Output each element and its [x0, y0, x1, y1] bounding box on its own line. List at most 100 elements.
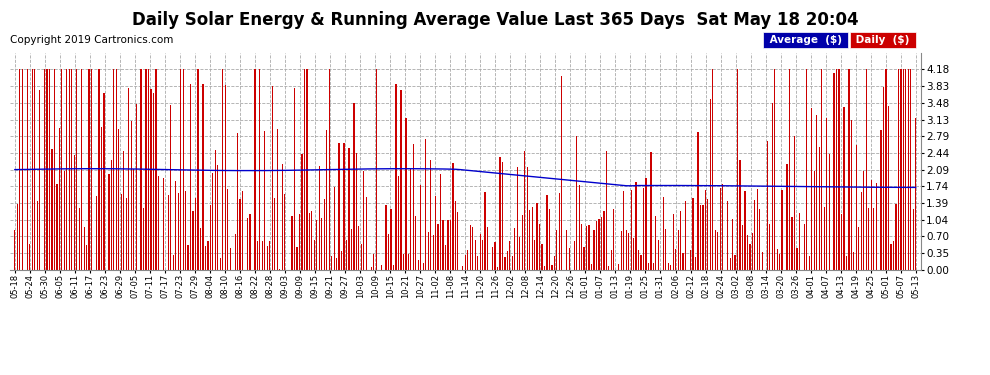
Bar: [141, 69, 142, 270]
Bar: [445, 245, 446, 270]
Bar: [581, 224, 582, 270]
Bar: [22, 69, 23, 270]
Bar: [162, 178, 164, 270]
Bar: [603, 211, 605, 270]
Bar: [385, 205, 387, 270]
Bar: [742, 225, 743, 270]
Bar: [819, 147, 820, 270]
Bar: [27, 69, 28, 270]
Bar: [388, 234, 389, 270]
Bar: [631, 190, 632, 270]
Bar: [650, 153, 651, 270]
Bar: [355, 153, 357, 270]
Bar: [655, 216, 656, 270]
Bar: [695, 256, 696, 270]
Bar: [360, 244, 362, 270]
Bar: [152, 93, 154, 270]
Bar: [756, 189, 758, 270]
Bar: [502, 162, 503, 270]
Bar: [893, 241, 894, 270]
Bar: [898, 69, 899, 270]
Bar: [420, 184, 422, 270]
Bar: [759, 209, 760, 270]
Bar: [393, 265, 394, 270]
Bar: [276, 129, 278, 270]
Bar: [677, 230, 679, 270]
Bar: [157, 176, 159, 270]
Bar: [586, 226, 587, 270]
Bar: [814, 171, 815, 270]
Bar: [334, 187, 335, 270]
Bar: [913, 209, 914, 270]
Bar: [811, 108, 813, 270]
Bar: [66, 69, 67, 270]
Bar: [509, 241, 511, 270]
Bar: [281, 164, 283, 270]
Bar: [454, 201, 456, 270]
Bar: [578, 185, 580, 270]
Bar: [19, 69, 21, 270]
Bar: [56, 184, 57, 270]
Bar: [542, 244, 543, 270]
Bar: [83, 227, 85, 270]
Bar: [215, 150, 216, 270]
Bar: [195, 198, 196, 270]
Bar: [576, 136, 577, 270]
Bar: [769, 224, 770, 270]
Bar: [63, 171, 65, 270]
Bar: [373, 254, 374, 270]
Bar: [504, 257, 506, 270]
Bar: [583, 247, 585, 270]
Bar: [908, 69, 909, 270]
Bar: [103, 93, 105, 270]
Bar: [826, 118, 828, 270]
Bar: [873, 208, 874, 270]
Bar: [863, 171, 864, 270]
Bar: [339, 143, 340, 270]
Bar: [623, 191, 625, 270]
Text: Daily  ($): Daily ($): [852, 35, 914, 45]
Bar: [430, 160, 432, 270]
Bar: [512, 256, 513, 270]
Bar: [865, 69, 867, 270]
Bar: [487, 228, 488, 270]
Bar: [730, 258, 731, 270]
Bar: [150, 89, 151, 270]
Bar: [534, 240, 536, 270]
Bar: [774, 69, 775, 270]
Bar: [405, 118, 407, 270]
Bar: [746, 235, 748, 270]
Bar: [331, 256, 333, 270]
Bar: [645, 178, 646, 270]
Bar: [71, 69, 72, 270]
Bar: [732, 219, 734, 270]
Bar: [761, 252, 763, 270]
Bar: [720, 188, 721, 270]
Bar: [395, 84, 397, 270]
Bar: [230, 248, 231, 270]
Bar: [712, 69, 714, 270]
Bar: [626, 230, 627, 270]
Bar: [494, 243, 496, 270]
Bar: [636, 182, 637, 270]
Bar: [566, 230, 567, 270]
Bar: [680, 211, 681, 270]
Bar: [76, 69, 77, 270]
Bar: [596, 222, 597, 270]
Bar: [737, 69, 739, 270]
Bar: [841, 214, 842, 270]
Bar: [740, 160, 741, 270]
Bar: [88, 69, 90, 270]
Bar: [568, 248, 570, 270]
Bar: [113, 69, 115, 270]
Bar: [256, 241, 258, 270]
Bar: [200, 228, 201, 270]
Bar: [247, 218, 248, 270]
Bar: [415, 216, 417, 270]
Bar: [301, 154, 303, 270]
Bar: [291, 216, 293, 270]
Bar: [170, 105, 171, 270]
Bar: [58, 128, 60, 270]
Bar: [779, 254, 780, 270]
Bar: [299, 214, 300, 270]
